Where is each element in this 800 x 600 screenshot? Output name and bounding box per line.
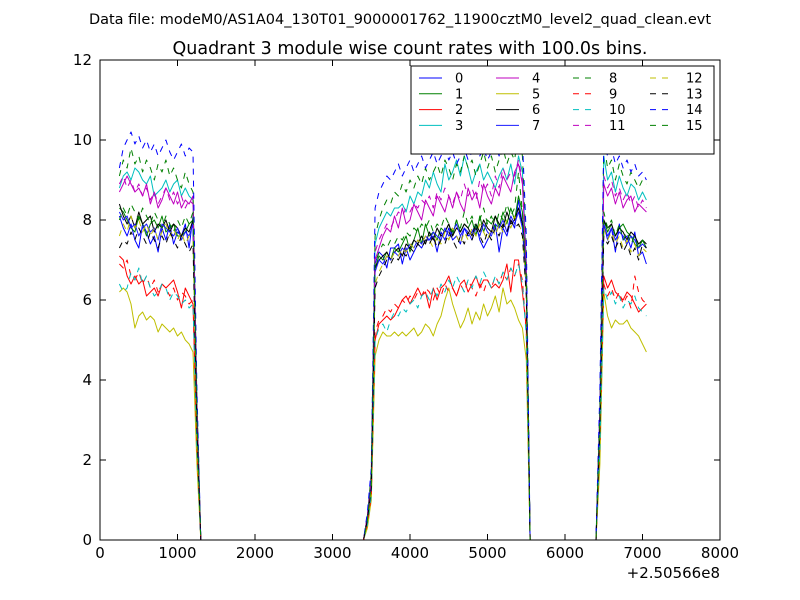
legend-label-module-6: 6 [532,103,540,118]
y-tick-label: 10 [73,131,92,149]
legend-label-module-13: 13 [686,87,703,102]
x-offset-label: +2.50566e8 [627,564,720,582]
legend-label-module-11: 11 [609,119,626,134]
y-tick-label: 12 [73,51,92,69]
x-tick-label: 4000 [391,544,429,562]
x-tick-label: 1000 [158,544,196,562]
legend-label-module-3: 3 [455,119,463,134]
legend-label-module-10: 10 [609,103,626,118]
legend-label-module-14: 14 [686,103,703,118]
y-tick-label: 6 [82,291,92,309]
legend-label-module-1: 1 [455,87,463,102]
x-tick-label: 5000 [468,544,506,562]
legend-label-module-2: 2 [455,103,463,118]
x-tick-label: 7000 [623,544,661,562]
y-tick-label: 4 [82,371,92,389]
x-tick-label: 6000 [546,544,584,562]
legend-label-module-9: 9 [609,87,617,102]
y-tick-label: 8 [82,211,92,229]
legend-label-module-12: 12 [686,72,703,87]
legend-label-module-0: 0 [455,72,463,87]
legend-label-module-7: 7 [532,119,540,134]
x-tick-label: 2000 [236,544,274,562]
legend-label-module-8: 8 [609,72,617,87]
chart-title: Quadrant 3 module wise count rates with … [173,39,648,59]
y-tick-label: 2 [82,451,92,469]
legend-label-module-15: 15 [686,119,703,134]
legend-label-module-5: 5 [532,87,540,102]
axes-layer: 0 1000 2000 3000 4000 5000 6000 7000 80000246810… [73,51,739,562]
x-tick-label: 8000 [701,544,739,562]
chart-suptitle: Data file: modeM0/AS1A04_130T01_90000017… [89,12,711,28]
y-tick-label: 0 [82,531,92,549]
x-tick-label: 0 [95,544,105,562]
legend-label-module-4: 4 [532,72,540,87]
x-tick-label: 3000 [313,544,351,562]
